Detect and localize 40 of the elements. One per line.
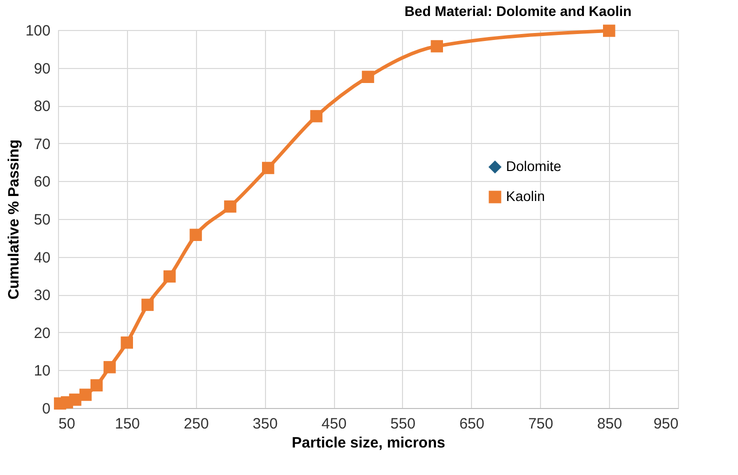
y-tick-label: 10 [34, 362, 50, 380]
x-tick-label: 850 [597, 416, 622, 432]
x-tick-label: 550 [390, 416, 416, 432]
y-tick-label: 20 [34, 324, 50, 342]
point [362, 70, 374, 83]
point [90, 379, 103, 392]
x-tick-label: 350 [252, 416, 278, 432]
point [79, 388, 92, 401]
point [69, 394, 82, 406]
y-tick-label: 80 [34, 98, 50, 116]
x-tick-label: 450 [322, 416, 347, 432]
x-axis-title: Particle size, microns [292, 434, 446, 452]
y-tick-label: 30 [34, 287, 50, 304]
y-tick-label: 60 [34, 174, 50, 191]
legend-label: Kaolin [506, 188, 545, 204]
x-tick-label: 250 [184, 416, 209, 432]
y-tick-label: 100 [25, 22, 50, 40]
y-tick-label: 90 [34, 60, 50, 78]
point [430, 40, 444, 52]
y-tick-label: 40 [34, 249, 50, 266]
point [310, 110, 322, 122]
x-tick-label: 950 [653, 416, 678, 432]
point [104, 361, 116, 374]
point [190, 228, 202, 241]
point [262, 162, 274, 174]
point [224, 200, 236, 213]
x-tick-label: 650 [459, 416, 484, 432]
x-tick-label: 150 [114, 416, 140, 432]
chart-title: Bed Material: Dolomite and Kaolin [404, 3, 632, 19]
x-tick-label: 50 [58, 416, 76, 432]
y-tick-label: 70 [34, 136, 50, 153]
legend-label: Dolomite [506, 158, 562, 174]
point [602, 24, 616, 37]
point [120, 336, 134, 349]
y-tick-label: 0 [42, 400, 50, 418]
point [163, 270, 176, 283]
y-tick-label: 50 [34, 212, 50, 228]
x-tick-label: 750 [528, 416, 554, 432]
y-axis-title: Cumulative % Passing [5, 139, 22, 300]
point [141, 298, 154, 311]
